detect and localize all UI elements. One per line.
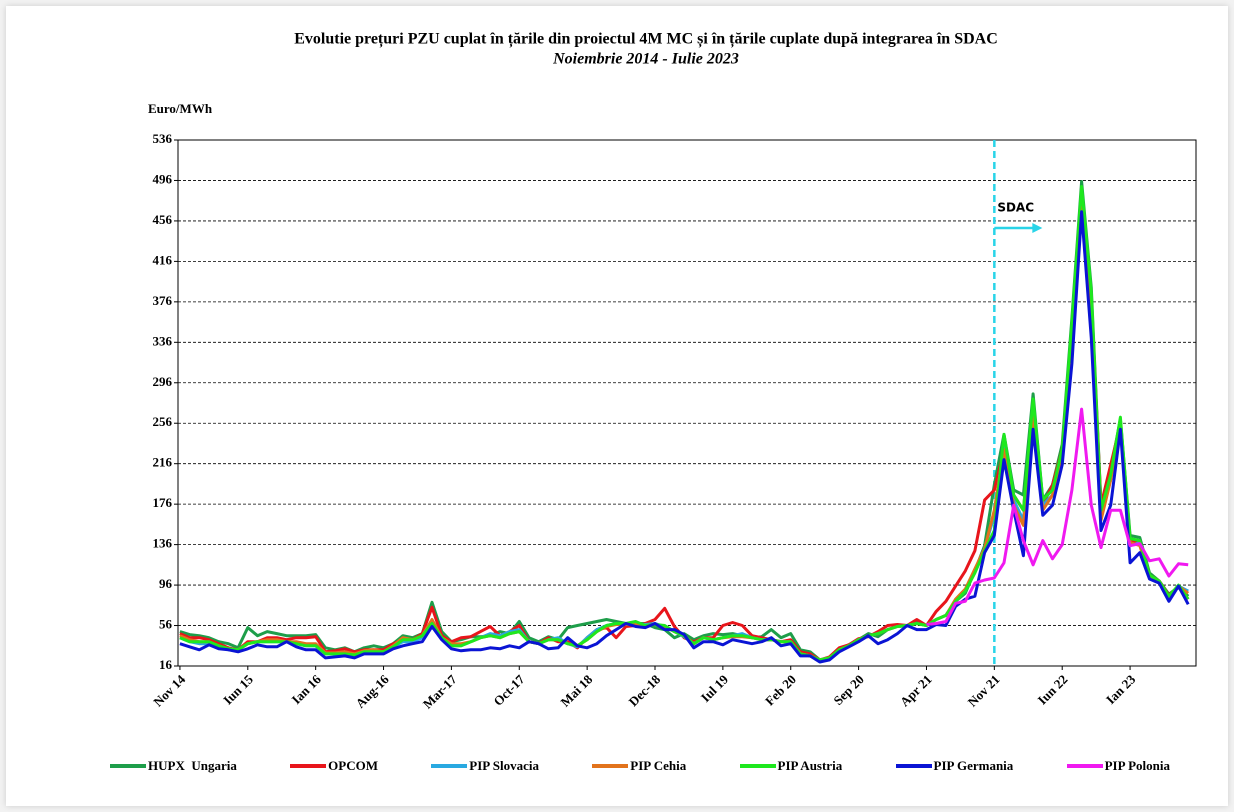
x-tick-label: Iun 22 [1035,672,1071,708]
y-tick-label: 96 [159,576,173,591]
legend-item: PIP Slovacia [431,758,539,774]
y-tick-label: 376 [153,293,173,308]
y-tick-label: 336 [153,333,173,348]
panel [6,6,1228,806]
legend-label: PIP Germania [933,758,1014,773]
legend-item: HUPX Ungaria [110,758,237,774]
legend-swatch [592,764,629,768]
x-tick-label: Iul 19 [698,671,732,705]
y-tick-label: 16 [159,657,173,672]
x-tick-label: Iun 15 [220,671,256,707]
legend-item: PIP Cehia [592,758,686,774]
x-tick-label: Nov 21 [965,672,1003,710]
y-tick-label: 216 [153,455,173,470]
x-tick-label: Nov 14 [150,671,188,709]
y-tick-label: 416 [153,252,173,267]
legend-label: PIP Slovacia [469,758,539,773]
x-tick-label: Sep 20 [830,672,866,708]
y-tick-label: 56 [159,617,173,632]
legend-item: PIP Germania [895,758,1014,774]
x-tick-label: Apr 21 [897,672,935,710]
x-tick-label: Aug-16 [353,671,393,711]
legend-swatch [290,764,327,768]
legend-swatch [110,764,146,768]
x-tick-label: Oct-17 [490,671,528,709]
y-tick-label: 136 [153,536,173,551]
y-tick-label: 176 [153,495,173,510]
x-tick-label: Mar-17 [420,671,460,711]
legend-swatch [739,764,776,768]
legend-label: HUPX Ungaria [148,758,237,773]
legend-swatch [431,764,468,768]
chart-title: Evolutie prețuri PZU cuplat în țările di… [294,31,998,49]
x-tick-label: Ian 16 [289,671,325,707]
legend-item: PIP Polonia [1066,758,1170,774]
x-tick-label: Mai 18 [557,671,595,709]
legend-label: OPCOM [328,758,378,773]
chart-subtitle: Noiembrie 2014 - Iulie 2023 [552,51,739,68]
legend-item: PIP Austria [739,758,843,774]
x-tick-label: Ian 23 [1103,671,1139,707]
legend-item: OPCOM [290,758,378,774]
x-tick-label: Feb 20 [762,672,799,709]
y-tick-label: 536 [153,131,173,146]
legend-label: PIP Cehia [630,758,687,773]
plot-frame [177,139,1197,667]
y-tick-label: 456 [153,212,173,227]
x-tick-label: Dec-18 [626,671,664,709]
legend-label: PIP Polonia [1104,758,1170,773]
legend-swatch [895,764,932,768]
series-line [179,210,1190,664]
series-line [179,180,1190,662]
annotation-arrowhead [1032,223,1043,233]
y-tick-label: 256 [153,414,173,429]
y-tick-label: 296 [153,374,173,389]
annotation-text: SDAC [997,201,1034,215]
y-axis-label: Euro/MWh [148,101,213,116]
legend-swatch [1066,764,1103,768]
legend: HUPX Ungaria OPCOM PIP Slovacia PIP Cehia PI… [110,758,1170,774]
y-tick-label: 496 [153,171,173,186]
series-line [926,407,1189,626]
legend-label: PIP Austria [777,758,843,773]
